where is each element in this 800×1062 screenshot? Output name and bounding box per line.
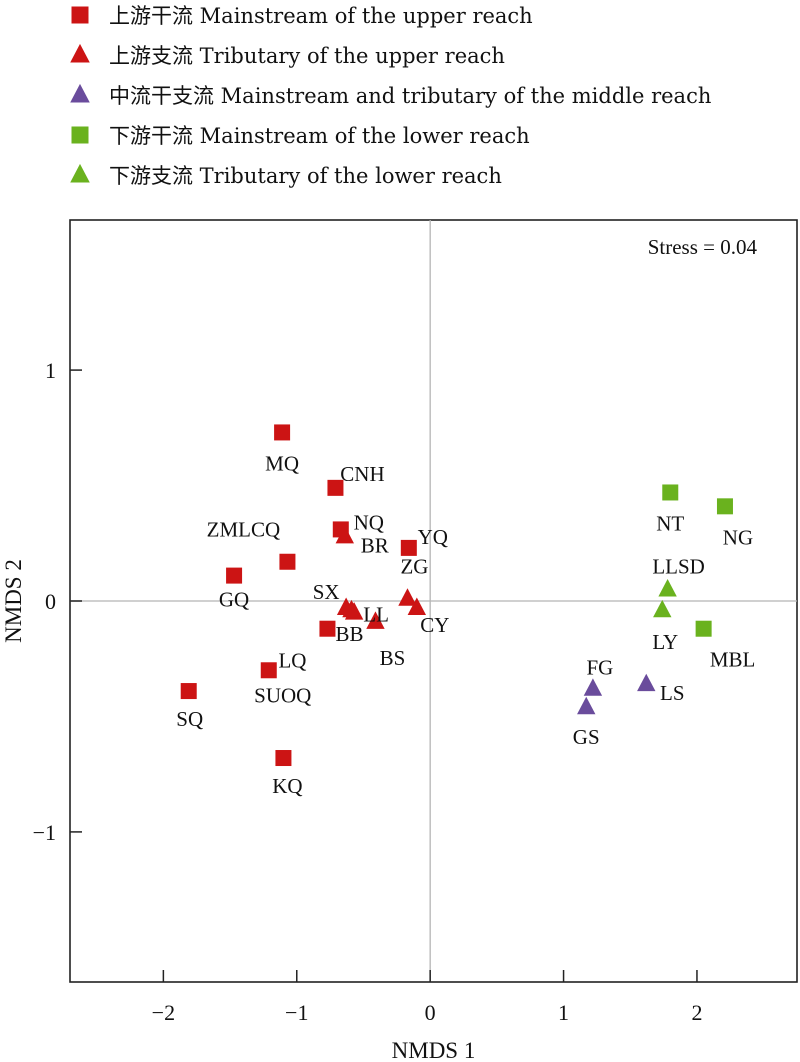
legend-label-middle-reach: 中流干支流 Mainstream and tributary of the mi… <box>109 84 711 108</box>
point-mbl <box>695 620 712 637</box>
y-tick-label: 1 <box>45 358 56 383</box>
label-llsd: LLSD <box>652 554 705 578</box>
point-nt <box>662 484 679 501</box>
label-lq: LQ <box>278 649 306 673</box>
y-tick-label: −1 <box>33 820 56 845</box>
label-zg: ZG <box>400 555 428 579</box>
point-mq <box>274 424 291 441</box>
label-nq: NQ <box>354 510 384 534</box>
x-tick-label: 0 <box>425 1000 436 1025</box>
label-zmlcq: ZMLCQ <box>207 518 281 542</box>
point-ls <box>637 673 656 692</box>
legend-marker-lower-tributary <box>70 163 90 183</box>
label-cy: CY <box>420 613 449 637</box>
x-axis-title: NMDS 1 <box>392 1038 476 1062</box>
label-sx: SX <box>313 580 340 604</box>
x-tick-label: 1 <box>558 1000 569 1025</box>
legend-marker-middle-reach <box>70 83 90 103</box>
axis-ticks: −2 −1 0 1 2 −1 0 1 <box>33 358 703 1025</box>
x-tick-label: 2 <box>691 1000 702 1025</box>
point-br <box>335 525 354 544</box>
point-bb <box>342 599 361 618</box>
label-mq: MQ <box>265 451 299 475</box>
label-ll: LL <box>363 603 389 627</box>
label-sq: SQ <box>176 707 203 731</box>
point-kq <box>275 750 292 767</box>
label-ls: LS <box>660 681 685 705</box>
label-nt: NT <box>656 511 684 535</box>
point-gs <box>577 696 596 715</box>
legend-label-lower-mainstream: 下游干流 Mainstream of the lower reach <box>109 124 530 148</box>
data-points <box>180 424 733 767</box>
y-axis-title: NMDS 2 <box>1 559 26 643</box>
point-bs <box>366 611 385 629</box>
point-ly <box>653 599 672 618</box>
point-cy <box>407 597 427 615</box>
point-llsd <box>658 579 677 597</box>
legend-marker-lower-mainstream <box>71 126 89 144</box>
legend-label-upper-mainstream: 上游干流 Mainstream of the upper reach <box>109 4 533 28</box>
label-kq: KQ <box>272 774 302 798</box>
label-cnh: CNH <box>340 462 384 486</box>
label-bs: BS <box>380 646 406 670</box>
point-zmlcq <box>279 553 296 570</box>
label-fg: FG <box>586 656 613 680</box>
label-bb: BB <box>335 622 363 646</box>
label-ly: LY <box>652 630 678 654</box>
label-gq: GQ <box>219 588 249 612</box>
point-fg <box>583 678 603 696</box>
label-mbl: MBL <box>710 648 756 672</box>
point-suoq <box>260 662 277 679</box>
y-tick-label: 0 <box>45 589 56 614</box>
label-suoq: SUOQ <box>254 683 311 707</box>
plot-area: −2 −1 0 1 2 −1 0 1 MQ CNH NQ YQ ZMLCQ GQ LQ SUOQ SQ KQ BR… <box>33 219 798 1025</box>
legend-label-lower-tributary: 下游支流 Tributary of the lower reach <box>109 164 502 188</box>
legend-label-upper-tributary: 上游支流 Tributary of the upper reach <box>109 44 505 68</box>
label-br: BR <box>361 533 389 557</box>
legend: 上游干流 Mainstream of the upper reach 上游支流 T… <box>70 4 711 188</box>
point-lq <box>319 620 336 637</box>
label-ng: NG <box>723 525 753 549</box>
point-ng <box>716 498 733 515</box>
point-sq <box>180 683 197 700</box>
stress-annotation: Stress = 0.04 <box>648 235 758 259</box>
label-yq: YQ <box>418 525 448 549</box>
legend-marker-upper-mainstream <box>71 6 89 24</box>
point-yq <box>400 539 417 556</box>
label-gs: GS <box>573 725 600 749</box>
x-tick-label: −2 <box>152 1000 175 1025</box>
point-gq <box>226 567 243 584</box>
legend-marker-upper-tributary <box>70 43 90 63</box>
x-tick-label: −1 <box>285 1000 308 1025</box>
point-cnh <box>327 479 344 496</box>
point-zg <box>398 588 417 606</box>
